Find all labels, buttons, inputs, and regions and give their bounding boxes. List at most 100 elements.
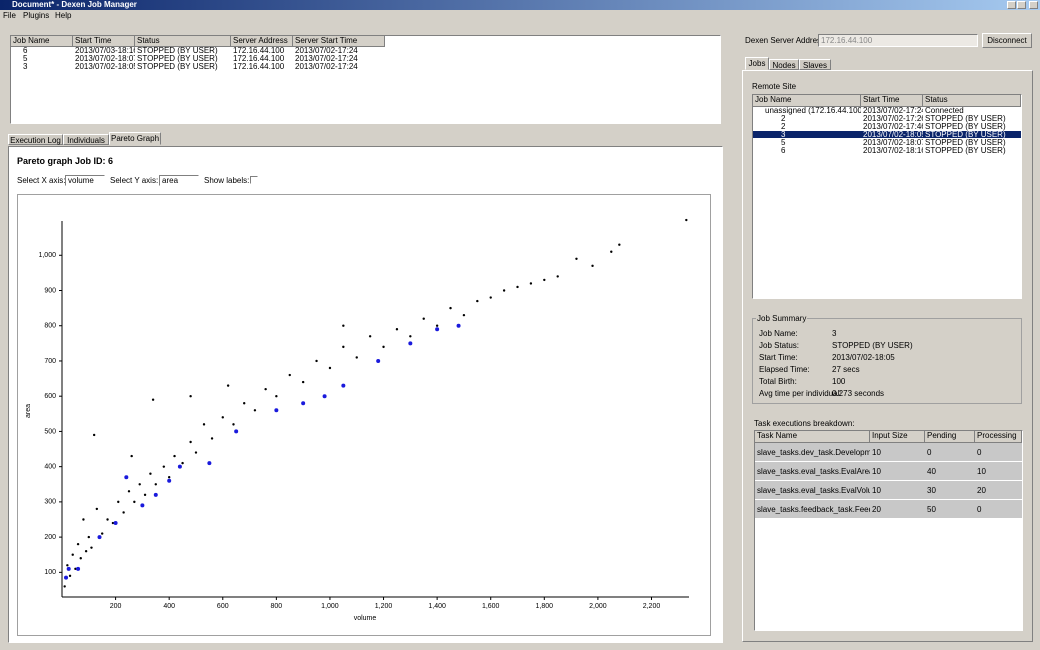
tab[interactable]: Execution Log xyxy=(8,134,63,145)
table-cell[interactable]: 172.16.44.100 xyxy=(233,63,285,71)
table-cell[interactable]: 30 xyxy=(927,486,936,495)
table-cell[interactable]: slave_tasks.dev_task.Development xyxy=(757,448,870,457)
table-cell[interactable]: 2 xyxy=(781,115,786,123)
data-point xyxy=(189,440,192,444)
table-cell[interactable]: STOPPED (BY USER) xyxy=(137,47,218,55)
data-point xyxy=(342,345,345,349)
data-point xyxy=(117,500,120,504)
remote-site-title: Remote Site xyxy=(752,82,797,91)
tab[interactable]: Nodes xyxy=(769,59,799,70)
summary-value: 0.273 seconds xyxy=(832,389,885,398)
row-background xyxy=(753,131,1021,138)
table-cell[interactable]: 2013/07/02-18:07 xyxy=(863,139,923,147)
data-point xyxy=(189,394,192,398)
data-point xyxy=(140,503,145,508)
server-address-combo[interactable]: 172.16.44.100 xyxy=(818,34,978,47)
table-cell[interactable]: slave_tasks.eval_tasks.EvalArea xyxy=(757,467,870,476)
table-cell[interactable]: 172.16.44.100 xyxy=(233,55,285,63)
title-bar xyxy=(0,0,1040,10)
data-point xyxy=(167,476,171,479)
data-point xyxy=(87,535,90,539)
table-cell[interactable]: 3 xyxy=(781,131,786,139)
table-cell[interactable]: 10 xyxy=(872,467,881,476)
table-cell[interactable]: 20 xyxy=(977,486,986,495)
disconnect-button[interactable]: Disconnect xyxy=(982,33,1032,48)
table-cell[interactable]: 3 xyxy=(23,63,28,71)
y-axis-select[interactable]: area xyxy=(159,175,199,186)
table-cell[interactable]: 2013/07/02-18:05 xyxy=(863,131,923,139)
y-tick-label: 300 xyxy=(44,499,56,506)
menu-item[interactable]: File xyxy=(3,11,16,20)
data-point xyxy=(355,356,358,359)
x-tick-label: 600 xyxy=(217,603,229,610)
tab[interactable]: Individuals xyxy=(63,134,109,145)
table-cell[interactable]: 2013/07/02-18:05 xyxy=(75,63,135,71)
data-point xyxy=(408,341,413,346)
table-cell[interactable]: 6 xyxy=(23,47,28,55)
data-point xyxy=(315,359,318,363)
minimize-button[interactable] xyxy=(1007,1,1016,9)
menu-item[interactable]: Help xyxy=(55,11,72,20)
table-cell[interactable]: 50 xyxy=(927,505,936,514)
table-cell[interactable]: 2013/07/02-18:16 xyxy=(863,147,923,155)
job-summary-group: Job Name: 3 Job Status: STOPPED (BY USER) St… xyxy=(752,318,1022,404)
table-cell[interactable]: 0 xyxy=(927,448,932,457)
data-point xyxy=(322,394,327,399)
table-cell[interactable]: 2013/07/03-18:16 xyxy=(75,47,135,55)
table-cell[interactable]: 2013/07/02-17:24 xyxy=(295,63,358,71)
tab[interactable]: Jobs xyxy=(745,57,769,70)
table-cell[interactable]: 20 xyxy=(872,505,881,514)
table-cell[interactable]: 5 xyxy=(23,55,28,63)
y-tick-label: 200 xyxy=(44,534,56,541)
tab[interactable]: Pareto Graph xyxy=(109,132,161,145)
table-cell[interactable]: 2013/07/02-18:07 xyxy=(75,55,135,63)
data-point xyxy=(66,566,71,571)
close-button[interactable] xyxy=(1029,1,1038,9)
table-cell[interactable]: slave_tasks.feedback_task.Feedback xyxy=(757,505,870,514)
data-point xyxy=(194,451,198,454)
table-cell[interactable]: STOPPED (BY USER) xyxy=(925,123,1006,131)
table-cell[interactable]: STOPPED (BY USER) xyxy=(925,115,1006,123)
table-cell[interactable]: 2013/07/02-17:24 xyxy=(863,107,923,115)
data-point xyxy=(449,306,452,310)
x-axis-select[interactable]: volume xyxy=(65,175,105,186)
table-cell[interactable]: 2013/07/02-17:26 xyxy=(863,115,923,123)
tab[interactable]: Slaves xyxy=(799,59,831,70)
data-point xyxy=(177,464,182,469)
table-cell[interactable]: STOPPED (BY USER) xyxy=(925,131,1006,139)
y-tick-label: 700 xyxy=(44,358,56,365)
table-cell[interactable]: 5 xyxy=(781,139,786,147)
table-cell[interactable]: 172.16.44.100 xyxy=(233,47,285,55)
table-cell[interactable]: 6 xyxy=(781,147,786,155)
data-point xyxy=(462,313,466,317)
show-labels-checkbox[interactable] xyxy=(250,176,258,184)
maximize-button[interactable] xyxy=(1017,1,1026,9)
data-point xyxy=(529,282,533,285)
table-cell[interactable]: 10 xyxy=(872,448,881,457)
table-cell[interactable]: 0 xyxy=(977,448,982,457)
table-cell[interactable]: 2013/07/02-17:24 xyxy=(295,47,358,55)
summary-label: Avg time per individual: xyxy=(759,389,842,398)
table-cell[interactable]: 2013/07/02-17:24 xyxy=(295,55,358,63)
data-point xyxy=(610,250,613,253)
summary-value: 100 xyxy=(832,377,846,386)
table-cell[interactable]: 10 xyxy=(977,467,986,476)
table-cell[interactable]: STOPPED (BY USER) xyxy=(925,147,1006,155)
table-cell[interactable]: 40 xyxy=(927,467,936,476)
table-cell[interactable]: 0 xyxy=(977,505,982,514)
menu-item[interactable]: Plugins xyxy=(23,11,50,20)
data-point xyxy=(264,387,267,391)
table-cell[interactable]: STOPPED (BY USER) xyxy=(925,139,1006,147)
table-cell[interactable]: STOPPED (BY USER) xyxy=(137,63,218,71)
table-cell[interactable]: STOPPED (BY USER) xyxy=(137,55,218,63)
data-point xyxy=(106,518,109,521)
table-cell[interactable]: 2013/07/02-17:46 xyxy=(863,123,923,131)
data-point xyxy=(76,542,80,546)
x-tick-label: 2,200 xyxy=(643,603,661,610)
table-cell[interactable]: 10 xyxy=(872,486,881,495)
table-cell[interactable]: unassigned (172.16.44.100) xyxy=(765,107,861,115)
table-cell[interactable]: Connected xyxy=(925,107,964,115)
table-cell[interactable]: slave_tasks.eval_tasks.EvalVolume xyxy=(757,486,870,495)
table-cell[interactable]: 2 xyxy=(781,123,786,131)
